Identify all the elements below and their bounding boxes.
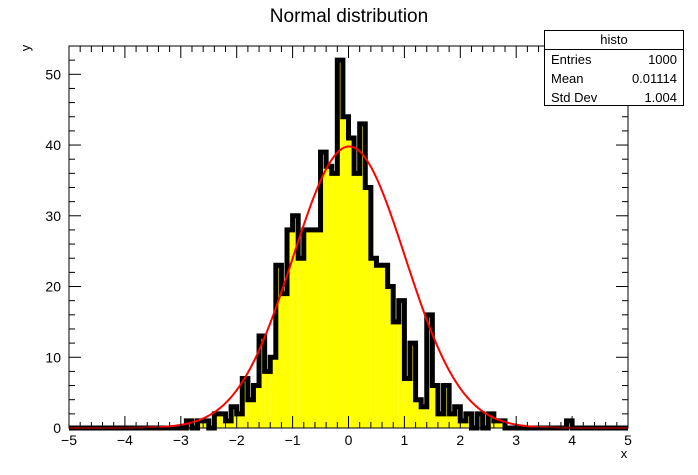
histogram-bar	[298, 258, 304, 428]
histogram-bar	[354, 173, 360, 428]
histogram-bar	[275, 265, 282, 428]
stats-label: Std Dev	[551, 90, 598, 105]
histogram-bars	[69, 57, 628, 431]
stats-value: 1000	[648, 52, 677, 67]
histogram-bar	[337, 60, 343, 429]
histogram-bar	[493, 420, 500, 428]
histogram-bar	[225, 420, 232, 428]
histogram-bar	[231, 406, 237, 428]
histogram-bar	[287, 229, 293, 428]
histogram-bar	[309, 229, 315, 428]
histogram-bar	[264, 371, 271, 428]
histogram-bar	[460, 420, 466, 428]
y-axis-ticks: 0 10 20 30 40 50	[45, 45, 628, 436]
histogram-bar	[432, 385, 438, 428]
x-tick-label: −5	[61, 432, 77, 448]
histogram-bar	[247, 399, 254, 428]
x-tick-label: −4	[117, 432, 133, 448]
y-tick-label: 50	[45, 66, 61, 82]
histogram-bar	[449, 413, 455, 428]
stats-row-entries: Entries 1000	[545, 50, 683, 69]
histogram-bar	[404, 378, 410, 428]
histogram-bar	[488, 413, 494, 428]
x-tick-label: 5	[624, 432, 632, 448]
histogram-bar	[437, 413, 444, 428]
histogram-bar	[326, 166, 332, 428]
histogram-bar	[376, 265, 383, 428]
histogram-bar	[303, 229, 310, 428]
stats-label: Entries	[551, 52, 592, 67]
stats-box: histo Entries 1000 Mean 0.01114 Std Dev …	[544, 30, 684, 106]
stats-row-stddev: Std Dev 1.004	[545, 88, 683, 107]
y-tick-label: 0	[53, 420, 61, 436]
histogram-bar	[314, 229, 321, 428]
histogram-bar	[219, 413, 226, 428]
stats-value: 1.004	[644, 90, 677, 105]
histogram-bar	[415, 399, 422, 428]
histogram-bar	[259, 336, 265, 428]
histogram-bar	[454, 406, 461, 428]
histogram-bar	[203, 420, 209, 428]
histogram-bar	[342, 116, 349, 429]
x-tick-label: 0	[345, 432, 353, 448]
histogram-bar	[393, 321, 399, 428]
histogram-bar	[331, 173, 338, 428]
histogram-bar	[387, 286, 394, 428]
x-tick-label: 3	[512, 432, 520, 448]
histogram-bar	[365, 187, 371, 428]
x-tick-label: 1	[401, 432, 409, 448]
chart-title: Normal distribution	[270, 6, 428, 27]
histogram-bar	[281, 293, 288, 428]
histogram-bar	[253, 385, 260, 428]
histogram-bar	[292, 215, 299, 428]
x-tick-label: −3	[173, 432, 189, 448]
stats-row-mean: Mean 0.01114	[545, 69, 683, 88]
histogram-bar	[443, 385, 450, 428]
stats-value: 0.01114	[631, 71, 677, 86]
histogram-bar	[477, 413, 483, 428]
fit-curve	[69, 145, 628, 429]
histogram-bar	[359, 123, 366, 428]
x-tick-label: −1	[285, 432, 301, 448]
histogram-bar	[398, 300, 405, 428]
histogram-bar	[382, 265, 388, 428]
histogram-bar	[566, 420, 573, 428]
y-tick-label: 10	[45, 349, 61, 365]
y-axis-label: y	[18, 44, 33, 51]
histogram-bar	[186, 420, 192, 428]
stats-box-title: histo	[545, 31, 683, 50]
histogram-bar	[465, 413, 472, 428]
histogram-bar	[370, 258, 377, 428]
histogram-bar	[320, 152, 327, 428]
x-tick-label: 4	[568, 432, 576, 448]
histogram-bar	[197, 420, 204, 428]
x-axis-ticks: −5 −4 −3 −2 −1 0 1 2 3 4 5	[61, 46, 632, 448]
histogram-bar	[348, 137, 355, 429]
x-tick-label: −2	[229, 432, 245, 448]
histogram-bar	[236, 413, 243, 428]
histogram-bar	[421, 406, 427, 428]
histogram-bar	[242, 378, 248, 428]
histogram-bar	[270, 357, 276, 428]
y-tick-label: 30	[45, 208, 61, 224]
histogram-bar	[214, 413, 220, 428]
histogram-bar	[426, 314, 433, 428]
x-tick-label: 2	[456, 432, 464, 448]
y-tick-label: 20	[45, 279, 61, 295]
gaussian-fit	[69, 145, 628, 429]
x-axis-label: x	[621, 446, 628, 461]
stats-label: Mean	[551, 71, 584, 86]
y-tick-label: 40	[45, 137, 61, 153]
histogram-bar	[409, 343, 416, 428]
histogram-bar	[499, 420, 506, 428]
